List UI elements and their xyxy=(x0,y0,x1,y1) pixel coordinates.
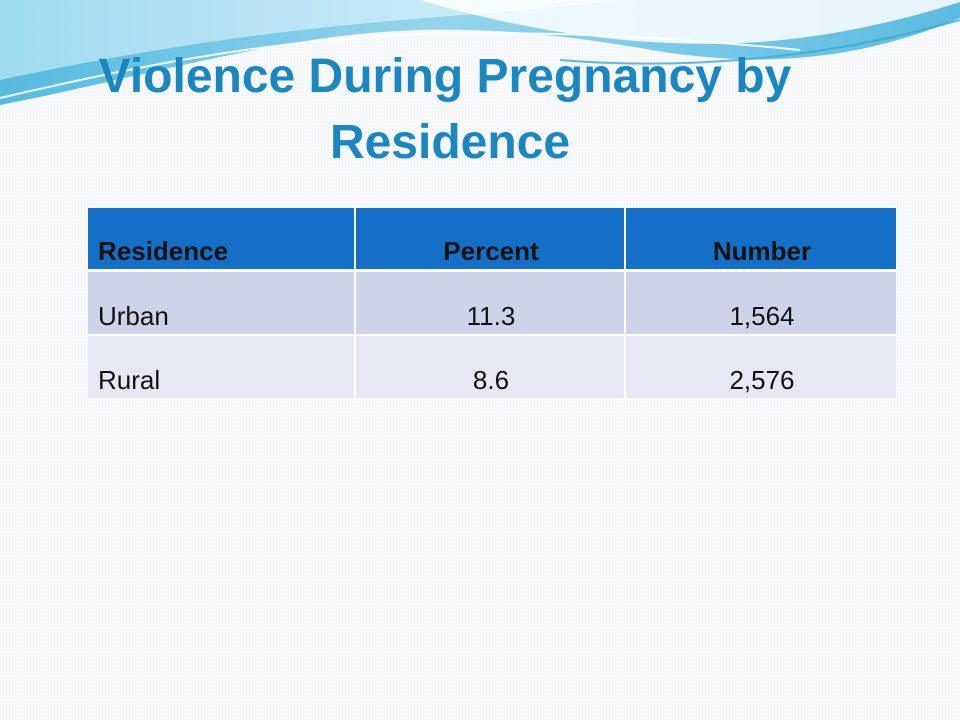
cell-number: 1,564 xyxy=(626,272,896,336)
header-percent: Percent xyxy=(356,208,626,272)
cell-residence: Urban xyxy=(88,272,356,336)
cell-percent: 11.3 xyxy=(356,272,626,336)
cell-residence: Rural xyxy=(88,336,356,400)
cell-percent: 8.6 xyxy=(356,336,626,400)
slide-title-line1: Violence During Pregnancy by xyxy=(98,50,792,103)
decorative-wave-header xyxy=(0,0,960,105)
residence-table: Residence Percent Number Urban 11.3 1,56… xyxy=(88,208,896,400)
slide-title: Violence During Pregnancy by Residence xyxy=(0,44,890,176)
table-header-row: Residence Percent Number xyxy=(88,208,896,272)
cell-number: 2,576 xyxy=(626,336,896,400)
slide-title-line2: Residence xyxy=(329,116,571,169)
table-row: Rural 8.6 2,576 xyxy=(88,336,896,400)
header-number: Number xyxy=(626,208,896,272)
header-residence: Residence xyxy=(88,208,356,272)
table-row: Urban 11.3 1,564 xyxy=(88,272,896,336)
